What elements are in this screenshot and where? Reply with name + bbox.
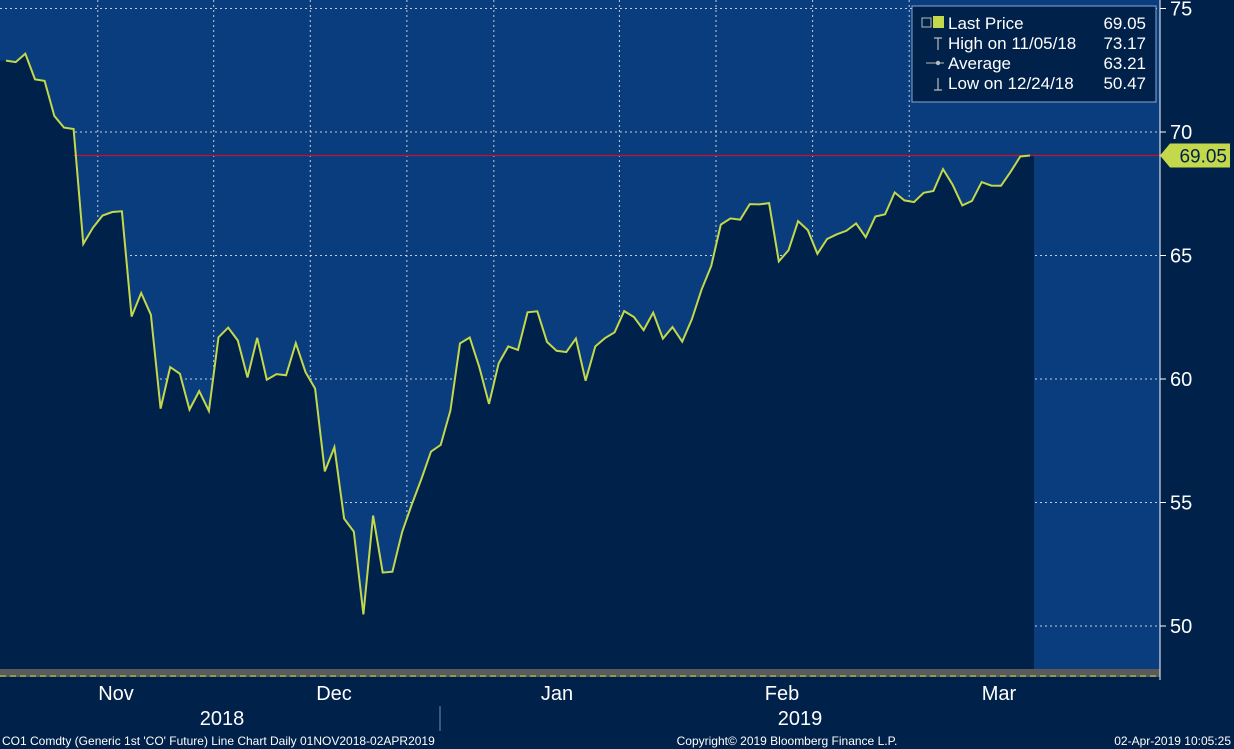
y-tick-label-75: 75 <box>1170 0 1192 21</box>
x-month-label-feb: Feb <box>765 683 799 705</box>
x-year-label-2018: 2018 <box>200 708 245 730</box>
legend-marker-square-outline <box>921 17 932 28</box>
legend-box <box>911 5 1157 103</box>
legend-label-average: Average <box>948 54 1011 73</box>
price-area-fill <box>0 53 1034 672</box>
y-tick-label-65: 65 <box>1170 246 1192 268</box>
legend: Last Price 69.05 High on 11/05/18 73.17 … <box>911 5 1157 103</box>
legend-value-average: 63.21 <box>1103 54 1146 73</box>
legend-item-high: High on 11/05/18 73.17 <box>934 34 1146 53</box>
legend-marker-square <box>933 16 944 28</box>
x-year-label-2019: 2019 <box>778 708 823 730</box>
price-line <box>5 51 1031 615</box>
legend-value-high: 73.17 <box>1103 34 1146 53</box>
footer-ticker-description: CO1 Comdty (Generic 1st 'CO' Future) Lin… <box>2 734 435 748</box>
legend-label-high: High on 11/05/18 <box>948 34 1076 53</box>
legend-label-low: Low on 12/24/18 <box>948 74 1074 93</box>
last-price-tag-text: 69.05 <box>1179 146 1227 167</box>
legend-marker-inverted-tee <box>934 78 942 91</box>
y-axis-ticks: 50 55 60 65 70 75 <box>1160 0 1192 638</box>
last-price-tag-shape <box>1160 143 1230 168</box>
footer-timestamp: 02-Apr-2019 10:05:25 <box>1114 734 1231 748</box>
x-month-label-dec: Dec <box>316 683 352 705</box>
legend-label-last-price: Last Price <box>948 14 1024 33</box>
legend-item-low: Low on 12/24/18 50.47 <box>934 74 1146 93</box>
y-tick-label-60: 60 <box>1170 369 1192 391</box>
legend-marker-dot <box>935 60 941 66</box>
last-price-tag: 69.05 <box>1160 143 1230 168</box>
legend-item-average: Average 63.21 <box>926 54 1146 73</box>
plot-bottom-band <box>0 669 1160 677</box>
legend-item-last-price: Last Price 69.05 <box>921 14 1146 33</box>
x-month-label-mar: Mar <box>982 683 1017 705</box>
legend-value-last-price: 69.05 <box>1103 14 1146 33</box>
y-tick-label-55: 55 <box>1170 493 1192 515</box>
legend-value-low: 50.47 <box>1103 74 1146 93</box>
x-month-label-jan: Jan <box>541 683 573 705</box>
y-tick-label-50: 50 <box>1170 616 1192 638</box>
footer-copyright: Copyright© 2019 Bloomberg Finance L.P. <box>677 734 898 748</box>
x-month-label-nov: Nov <box>98 683 134 705</box>
legend-marker-tee <box>934 37 942 50</box>
y-tick-label-70: 70 <box>1170 122 1192 144</box>
x-axis: Nov Dec Jan Feb Mar 2018 2019 <box>98 683 1017 731</box>
